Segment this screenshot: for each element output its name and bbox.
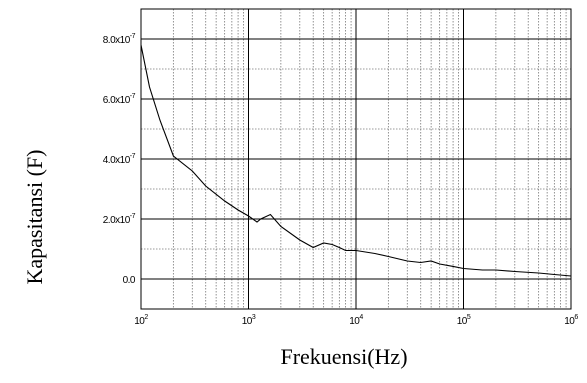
x-tick-label: 103 [242,314,256,327]
x-tick-label: 104 [349,314,363,327]
y-tick-label: 0.0 [123,275,136,286]
y-tick-label: 2.0x10-7 [103,213,136,226]
x-tick-labels: 102 103 104 105 106 [134,314,579,327]
y-tick-label: 6.0x10-7 [103,93,136,106]
y-tick-label: 8.0x10-7 [103,33,136,46]
capacitance-series-line [140,44,572,277]
x-tick-label: 105 [457,314,471,327]
x-axis-title: Frekuensi(Hz) [280,344,407,369]
x-tick-label: 106 [564,314,578,327]
y-tick-labels: 0.0 2.0x10-7 4.0x10-7 6.0x10-7 8.0x10-7 [103,33,137,286]
series-layer [140,44,572,277]
y-axis-title: Kapasitansi (F) [22,149,47,284]
y-tick-label: 4.0x10-7 [103,153,136,166]
major-grid [141,9,571,309]
x-tick-label: 102 [134,314,148,327]
plot-area-frame [140,8,572,310]
